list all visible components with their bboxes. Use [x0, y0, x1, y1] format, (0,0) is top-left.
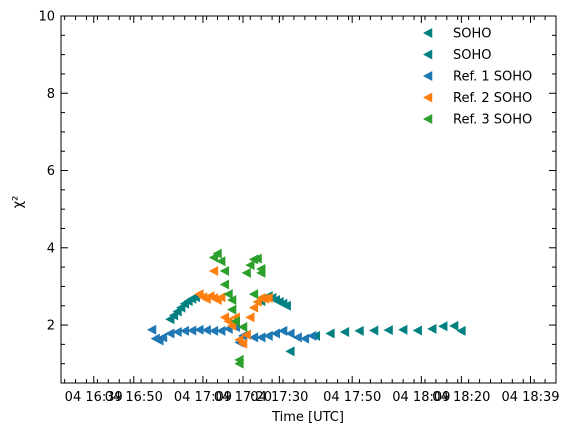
- legend-item: Ref. 1 SOHO: [423, 70, 532, 85]
- y-axis-label: χ²: [11, 196, 26, 209]
- data-point: [223, 289, 233, 300]
- data-point: [263, 293, 273, 304]
- legend: SOHO SOHO Ref. 1 SOHO Ref. 2 SOHO Ref. 3 SOH…: [423, 27, 532, 128]
- data-point: [230, 316, 240, 327]
- legend-marker: [423, 92, 433, 103]
- data-point: [234, 354, 244, 365]
- data-point: [278, 325, 288, 336]
- data-point: [241, 267, 251, 278]
- series-3: [146, 321, 317, 348]
- data-point: [248, 289, 259, 300]
- x-tick-label: 04 16:39: [65, 390, 123, 405]
- legend-item: SOHO: [423, 27, 492, 42]
- data-point: [412, 325, 422, 336]
- data-point: [208, 325, 219, 336]
- y-tick-label: 6: [47, 164, 55, 179]
- legend-item: Ref. 3 SOHO: [423, 113, 532, 128]
- y-tick-label: 10: [38, 10, 55, 25]
- legend-label: Ref. 1 SOHO: [453, 70, 532, 85]
- data-point: [245, 260, 255, 271]
- x-tick-label: 04 17:30: [250, 390, 308, 405]
- series-5: [208, 248, 266, 369]
- data-point: [227, 294, 237, 305]
- data-point: [216, 256, 226, 267]
- y-tick-label: 4: [47, 241, 55, 256]
- data-point: [248, 302, 259, 313]
- data-point: [219, 265, 230, 276]
- legend-marker: [423, 71, 433, 81]
- data-point: [398, 324, 408, 335]
- series-4: [194, 265, 273, 349]
- legend-label: SOHO: [453, 48, 492, 63]
- legend-label: Ref. 2 SOHO: [453, 91, 532, 106]
- data-point: [307, 330, 317, 341]
- data-point: [157, 332, 168, 343]
- data-point: [281, 300, 291, 311]
- data-point: [201, 325, 211, 336]
- data-point: [241, 329, 251, 340]
- data-point: [245, 312, 255, 323]
- data-point: [212, 248, 222, 259]
- data-point: [227, 304, 237, 315]
- data-point: [179, 325, 189, 336]
- x-axis-label: Time [UTC]: [271, 410, 344, 425]
- series-layer: [146, 248, 466, 369]
- data-point: [223, 316, 233, 327]
- data-point: [146, 324, 157, 335]
- data-point: [285, 346, 295, 357]
- data-point: [248, 332, 259, 343]
- data-point: [299, 333, 310, 344]
- data-point: [256, 332, 266, 343]
- legend-marker: [423, 49, 433, 60]
- x-tick-label: 04 18:20: [432, 390, 490, 405]
- data-point: [252, 253, 262, 264]
- data-point: [194, 324, 204, 335]
- legend-item: Ref. 2 SOHO: [423, 91, 532, 106]
- data-point: [449, 320, 459, 331]
- data-point: [208, 265, 219, 276]
- data-point: [263, 330, 273, 341]
- x-tick-label: 04 18:39: [501, 390, 559, 405]
- data-point: [427, 323, 437, 334]
- y-tick-label: 8: [47, 87, 55, 102]
- data-point: [354, 325, 364, 336]
- data-point: [383, 325, 393, 336]
- data-point: [216, 292, 226, 303]
- data-point: [227, 320, 237, 331]
- data-point: [339, 327, 350, 338]
- plot-frame: [60, 15, 557, 384]
- data-point: [438, 321, 448, 332]
- legend-label: Ref. 3 SOHO: [453, 113, 532, 128]
- x-tick-label: 04 17:20: [214, 390, 272, 405]
- data-point: [187, 325, 197, 336]
- data-point: [256, 267, 266, 278]
- legend-marker: [423, 114, 433, 124]
- data-point: [270, 328, 280, 339]
- data-point: [237, 338, 248, 349]
- data-point: [172, 327, 182, 338]
- data-point: [219, 279, 230, 290]
- data-point: [165, 328, 175, 339]
- data-point: [237, 321, 248, 332]
- data-point: [285, 328, 295, 339]
- x-tick-label: 04 18:09: [392, 390, 450, 405]
- x-tick-label: 04 17:09: [174, 390, 232, 405]
- data-point: [216, 325, 226, 336]
- x-tick-label: 04 16:50: [105, 390, 163, 405]
- x-tick-label: 04 17:50: [323, 390, 381, 405]
- data-point: [292, 332, 302, 343]
- legend-item: SOHO: [423, 48, 492, 63]
- legend-marker: [423, 28, 433, 38]
- legend-label: SOHO: [453, 27, 492, 42]
- data-point: [456, 325, 466, 336]
- data-point: [369, 325, 379, 336]
- data-point: [325, 328, 335, 339]
- y-tick-label: 2: [47, 319, 55, 334]
